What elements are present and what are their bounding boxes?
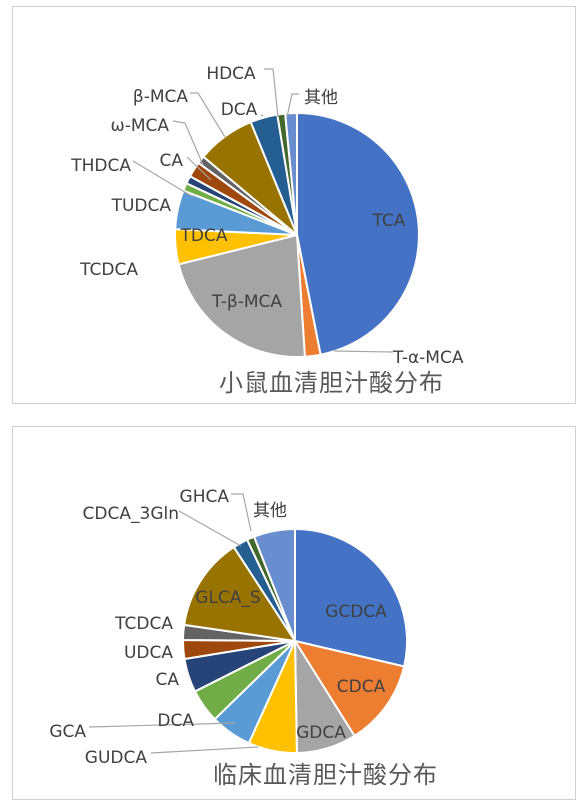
clinical-label-udca: UDCA [124, 643, 173, 663]
clinical-pie-chart: GCDCA CDCA GDCA GUDCA GCA DCA CA UDCA TCDCA GLCA_… [49, 487, 408, 768]
mouse-leader-ca [186, 156, 212, 181]
clinical-slices [181, 528, 408, 754]
mouse-label-mca: β-MCA [133, 87, 189, 107]
clinical-slice-glca-s [183, 546, 296, 642]
mouse-label-t-mca: T-α-MCA [392, 348, 464, 368]
mouse-label-thdca: THDCA [70, 156, 131, 176]
clinical-slice-其他 [253, 528, 296, 642]
mouse-label-hdca: HDCA [206, 64, 256, 84]
clinical-label-其他: 其他 [253, 501, 287, 521]
clinical-leader-cdca-3gln [178, 510, 242, 547]
clinical-label-gudca: GUDCA [85, 748, 148, 768]
mouse-leader-t-mca [333, 350, 394, 353]
mouse-leader-hdca [264, 68, 279, 118]
clinical-chart-panel: GCDCA CDCA GDCA GUDCA GCA DCA CA UDCA TCDCA GLCA_… [12, 426, 576, 800]
mouse-leader-thdca [132, 160, 194, 198]
clinical-label-cdca-3gln: CDCA_3Gln [83, 504, 179, 524]
mouse-pie-chart: TCA T-α-MCA T-β-MCA TCDCA TDCA TUDCA THDCA CA ω-… [70, 64, 464, 368]
mouse-label-tca: TCA [372, 211, 406, 231]
clinical-label-gca: GCA [49, 722, 86, 742]
clinical-slice-cdca [294, 640, 406, 737]
mouse-label-dca: DCA [221, 100, 258, 120]
clinical-chart-title: 临床血清胆汁酸分布 [213, 761, 438, 789]
mouse-slices [174, 112, 420, 358]
mouse-labels: TCA T-α-MCA T-β-MCA TCDCA TDCA TUDCA THDCA CA ω-… [70, 64, 464, 368]
clinical-label-dca: DCA [157, 711, 194, 731]
mouse-label-tdca: TDCA [180, 226, 228, 246]
clinical-slice-gcdca [294, 528, 408, 668]
mouse-slice-其他 [284, 112, 298, 236]
mouse-slice-t-mca [177, 234, 306, 358]
clinical-label-tcdca: TCDCA [114, 614, 173, 634]
clinical-leader-gca [88, 722, 236, 728]
mouse-label-其他: 其他 [304, 88, 338, 108]
mouse-leader-lines [132, 68, 394, 353]
clinical-leader-ghca [231, 493, 252, 532]
clinical-leader-lines [88, 493, 259, 754]
clinical-label-glca-s: GLCA_S [195, 588, 260, 608]
clinical-label-ca: CA [156, 670, 180, 690]
clinical-label-gcdca: GCDCA [325, 602, 387, 622]
mouse-chart-title: 小鼠血清胆汁酸分布 [219, 369, 444, 397]
mouse-label-mca: ω-MCA [110, 116, 169, 136]
mouse-label-tudca: TUDCA [111, 196, 172, 216]
mouse-leader-mca [190, 92, 226, 138]
mouse-leader-其他 [286, 93, 299, 118]
clinical-label-ghca: GHCA [180, 487, 230, 507]
mouse-label-t-mca: T-β-MCA [211, 292, 282, 312]
clinical-label-gdca: GDCA [296, 723, 346, 743]
clinical-label-cdca: CDCA [337, 677, 386, 697]
mouse-label-tcdca: TCDCA [79, 260, 138, 280]
clinical-labels: GCDCA CDCA GDCA GUDCA GCA DCA CA UDCA TCDCA GLCA_… [49, 487, 387, 768]
mouse-label-ca: CA [160, 151, 184, 171]
mouse-leader-dca [260, 114, 264, 117]
clinical-leader-gudca [150, 746, 259, 754]
mouse-slice-tca [296, 112, 420, 356]
mouse-leader-mca [172, 120, 204, 166]
mouse-chart-panel: TCA T-α-MCA T-β-MCA TCDCA TDCA TUDCA THDCA CA ω-… [12, 6, 576, 404]
